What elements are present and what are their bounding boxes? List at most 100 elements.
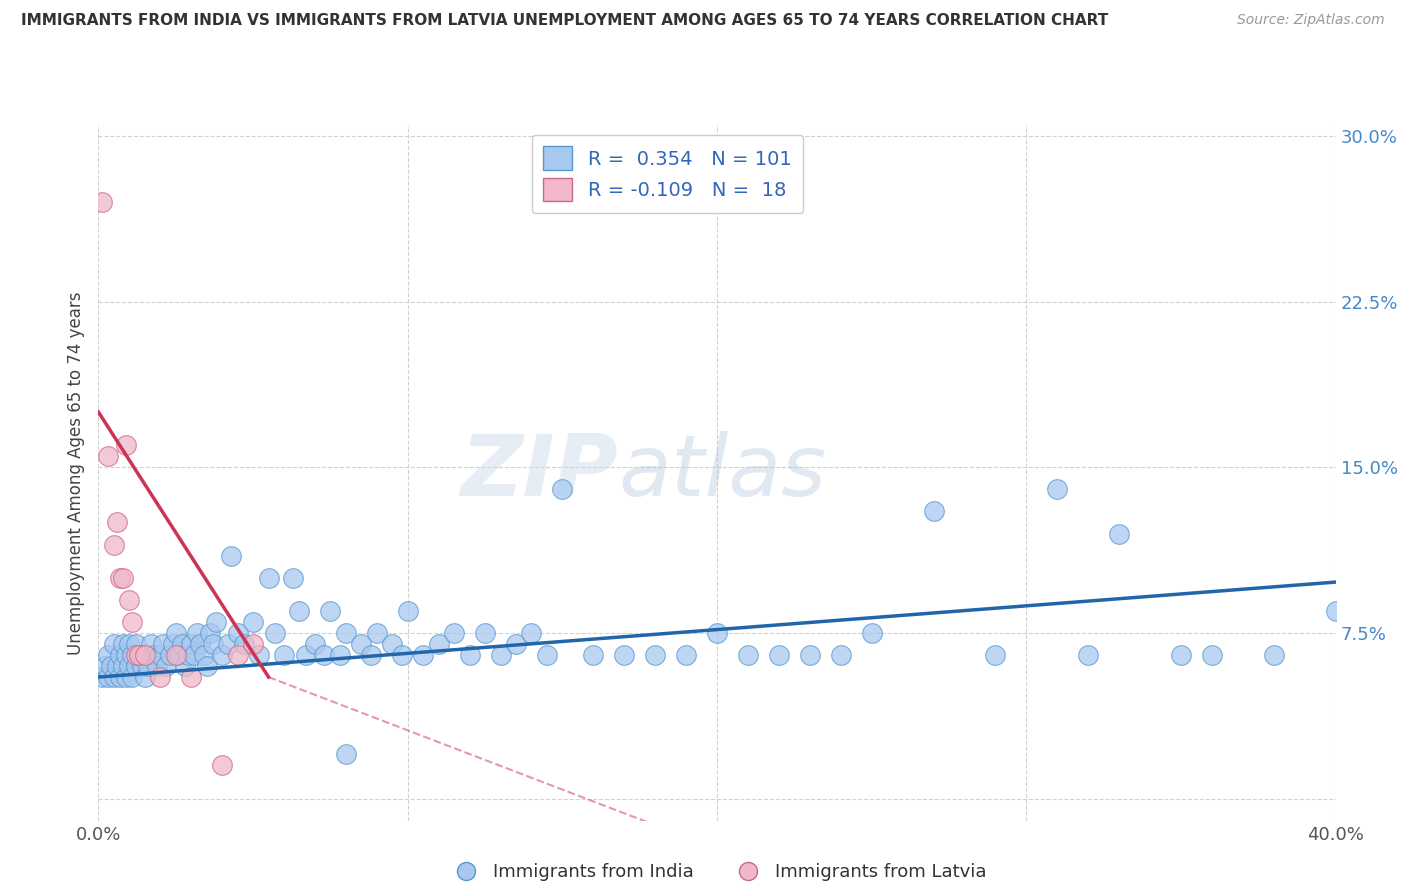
Point: [768, 648, 790, 662]
Point: [283, 571, 305, 585]
Point: [139, 637, 162, 651]
Point: [273, 648, 295, 662]
Point: [134, 670, 156, 684]
Point: [242, 637, 264, 651]
Point: [121, 648, 143, 662]
Point: [183, 648, 205, 662]
Point: [97, 449, 120, 463]
Point: [1170, 648, 1192, 662]
Point: [93, 659, 115, 673]
Point: [211, 648, 233, 662]
Point: [396, 604, 419, 618]
Point: [100, 659, 122, 673]
Point: [193, 648, 215, 662]
Point: [984, 648, 1007, 662]
Point: [108, 571, 131, 585]
Point: [124, 659, 146, 673]
Point: [159, 648, 181, 662]
Point: [288, 604, 311, 618]
Point: [247, 648, 270, 662]
Point: [360, 648, 382, 662]
Point: [97, 670, 120, 684]
Point: [124, 637, 146, 651]
Point: [319, 604, 342, 618]
Point: [97, 648, 120, 662]
Point: [232, 637, 254, 651]
Point: [112, 571, 135, 585]
Point: [242, 615, 264, 629]
Point: [350, 637, 373, 651]
Point: [737, 648, 759, 662]
Point: [458, 648, 481, 662]
Point: [1324, 604, 1347, 618]
Y-axis label: Unemployment Among Ages 65 to 74 years: Unemployment Among Ages 65 to 74 years: [66, 291, 84, 655]
Point: [217, 637, 239, 651]
Point: [90, 195, 112, 210]
Point: [134, 648, 156, 662]
Point: [108, 648, 131, 662]
Point: [644, 648, 666, 662]
Point: [112, 659, 135, 673]
Point: [118, 659, 141, 673]
Point: [136, 659, 159, 673]
Point: [152, 637, 174, 651]
Point: [489, 648, 512, 662]
Point: [112, 637, 135, 651]
Point: [174, 659, 197, 673]
Point: [124, 648, 146, 662]
Point: [335, 626, 357, 640]
Point: [294, 648, 316, 662]
Point: [201, 637, 224, 651]
Point: [706, 626, 728, 640]
Point: [860, 626, 883, 640]
Point: [143, 648, 166, 662]
Point: [1046, 483, 1069, 497]
Point: [922, 504, 945, 518]
Point: [582, 648, 605, 662]
Point: [195, 659, 218, 673]
Point: [121, 615, 143, 629]
Point: [381, 637, 404, 651]
Point: [226, 626, 249, 640]
Point: [180, 637, 202, 651]
Point: [412, 648, 434, 662]
Point: [131, 659, 153, 673]
Point: [1108, 526, 1130, 541]
Point: [170, 637, 193, 651]
Point: [103, 670, 125, 684]
Point: [103, 637, 125, 651]
Point: [165, 626, 187, 640]
Point: [211, 758, 233, 772]
Point: [105, 659, 128, 673]
Point: [205, 615, 228, 629]
Point: [134, 648, 156, 662]
Point: [90, 670, 112, 684]
Point: [366, 626, 388, 640]
Point: [335, 747, 357, 762]
Point: [830, 648, 852, 662]
Point: [198, 626, 221, 640]
Point: [520, 626, 543, 640]
Point: [149, 670, 172, 684]
Point: [108, 670, 131, 684]
Point: [162, 637, 184, 651]
Point: [115, 438, 138, 452]
Point: [121, 670, 143, 684]
Point: [505, 637, 527, 651]
Point: [180, 670, 202, 684]
Point: [1263, 648, 1285, 662]
Point: [314, 648, 336, 662]
Text: Source: ZipAtlas.com: Source: ZipAtlas.com: [1237, 13, 1385, 28]
Point: [165, 648, 187, 662]
Point: [443, 626, 465, 640]
Point: [146, 659, 169, 673]
Point: [675, 648, 697, 662]
Legend: Immigrants from India, Immigrants from Latvia: Immigrants from India, Immigrants from L…: [440, 855, 994, 888]
Point: [474, 626, 496, 640]
Point: [1077, 648, 1099, 662]
Text: IMMIGRANTS FROM INDIA VS IMMIGRANTS FROM LATVIA UNEMPLOYMENT AMONG AGES 65 TO 74: IMMIGRANTS FROM INDIA VS IMMIGRANTS FROM…: [21, 13, 1108, 29]
Point: [613, 648, 636, 662]
Point: [128, 648, 150, 662]
Point: [128, 648, 150, 662]
Point: [536, 648, 558, 662]
